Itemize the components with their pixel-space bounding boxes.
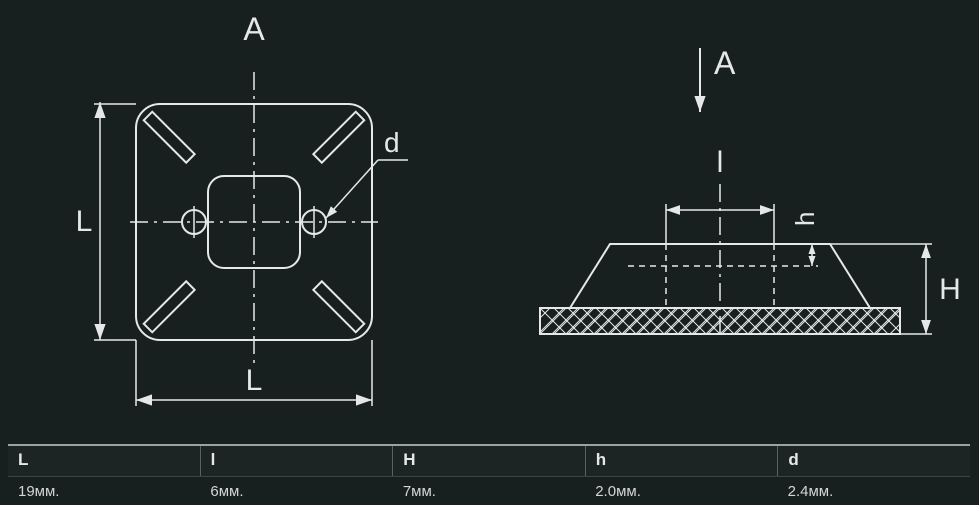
table-header-h: h xyxy=(585,446,778,476)
table-header-d: d xyxy=(777,446,970,476)
svg-text:L: L xyxy=(246,364,263,397)
svg-text:d: d xyxy=(384,127,400,158)
table-value-row: 19мм. 6мм. 7мм. 2.0мм. 2.4мм. xyxy=(8,477,970,505)
table-header-l: l xyxy=(200,446,393,476)
table-header-H: H xyxy=(392,446,585,476)
table-value-l: 6мм. xyxy=(200,477,392,505)
table-value-L: 19мм. xyxy=(8,477,200,505)
svg-text:l: l xyxy=(717,146,724,179)
svg-text:L: L xyxy=(76,205,93,238)
diagram-svg: LLAdAlhH xyxy=(0,0,979,505)
table-value-h: 2.0мм. xyxy=(585,477,777,505)
table-header-row: L l H h d xyxy=(8,444,970,477)
table-header-L: L xyxy=(8,446,200,476)
svg-text:h: h xyxy=(790,212,820,226)
svg-text:H: H xyxy=(939,273,961,306)
svg-text:A: A xyxy=(243,11,265,47)
svg-text:A: A xyxy=(714,45,736,81)
table-value-d: 2.4мм. xyxy=(778,477,970,505)
table-value-H: 7мм. xyxy=(393,477,585,505)
dimensions-table: L l H h d 19мм. 6мм. 7мм. 2.0мм. 2.4мм. xyxy=(8,444,970,505)
canvas: LLAdAlhH L l H h d 19мм. 6мм. 7мм. 2.0мм… xyxy=(0,0,979,505)
